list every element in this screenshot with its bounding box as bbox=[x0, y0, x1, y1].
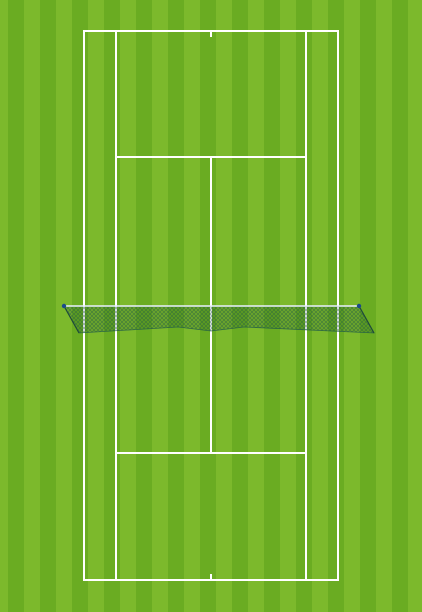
net-post-right-pole bbox=[358, 305, 375, 334]
tennis-net bbox=[61, 303, 375, 334]
grass-stripe bbox=[360, 0, 376, 612]
net-post-right bbox=[356, 303, 362, 309]
grass-stripe bbox=[392, 0, 408, 612]
grass-stripe bbox=[8, 0, 24, 612]
net-post-left bbox=[61, 303, 67, 309]
net-mesh bbox=[63, 305, 375, 334]
grass-stripe bbox=[40, 0, 56, 612]
net-post-left-pole bbox=[63, 305, 80, 334]
